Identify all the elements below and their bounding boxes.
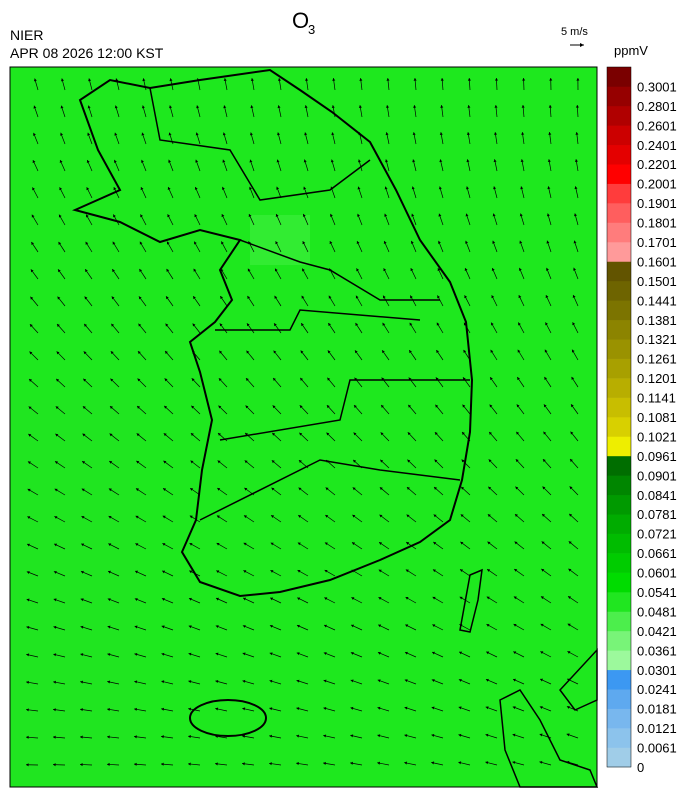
- colorbar-label: 0.0541: [637, 585, 677, 600]
- colorbar-label: 0.0421: [637, 624, 677, 639]
- colorbar-segment: [607, 495, 631, 515]
- colorbar-label: 0.2001: [637, 177, 677, 192]
- colorbar-label: 0.1441: [637, 293, 677, 308]
- colorbar-label: 0.1261: [637, 352, 677, 367]
- colorbar-label: 0.0301: [637, 663, 677, 678]
- colorbar-label: 0.1021: [637, 429, 677, 444]
- colorbar-segment: [607, 378, 631, 398]
- colorbar-label: 0.2601: [637, 118, 677, 133]
- colorbar-label: 0.1701: [637, 235, 677, 250]
- colorbar-label: 0.2401: [637, 138, 677, 153]
- timestamp: APR 08 2026 12:00 KST: [10, 45, 164, 61]
- colorbar-label: 0.0061: [637, 741, 677, 756]
- colorbar-label: 0.1321: [637, 332, 677, 347]
- colorbar-segment: [607, 417, 631, 437]
- colorbar-segment: [607, 689, 631, 709]
- wind-scale-label: 5 m/s: [561, 26, 588, 38]
- colorbar-segment: [607, 398, 631, 418]
- colorbar-segment: [607, 534, 631, 554]
- colorbar-label: 0.1901: [637, 196, 677, 211]
- colorbar-label: 0.3001: [637, 79, 677, 94]
- colorbar-segment: [607, 339, 631, 359]
- colorbar-label: 0.2201: [637, 157, 677, 172]
- wind-scale-arrowhead: [580, 43, 584, 47]
- colorbar-segment: [607, 359, 631, 379]
- colorbar-label: 0.1081: [637, 410, 677, 425]
- colorbar-segment: [607, 86, 631, 106]
- colorbar-label: 0.0721: [637, 527, 677, 542]
- colorbar-segment: [607, 456, 631, 476]
- colorbar-label: 0.1141: [637, 391, 676, 406]
- colorbar-segment: [607, 300, 631, 320]
- colorbar-segment: [607, 553, 631, 573]
- colorbar-label: 0.0361: [637, 643, 677, 658]
- colorbar-segment: [607, 242, 631, 262]
- colorbar-label: 0.2801: [637, 99, 677, 114]
- colorbar-label: 0.0121: [637, 721, 677, 736]
- colorbar-segment: [607, 125, 631, 145]
- colorbar-segment: [607, 320, 631, 340]
- colorbar-segment: [607, 592, 631, 612]
- colorbar-label: 0.0961: [637, 449, 677, 464]
- colorbar-segment: [607, 514, 631, 534]
- colorbar-segment: [607, 611, 631, 631]
- colorbar-label: 0.0601: [637, 566, 677, 581]
- colorbar-label: 0.0481: [637, 604, 677, 619]
- colorbar-segment: [607, 475, 631, 495]
- colorbar-label: 0.1601: [637, 254, 677, 269]
- colorbar-segment: [607, 436, 631, 456]
- colorbar-segment: [607, 164, 631, 184]
- colorbar-segment: [607, 184, 631, 204]
- colorbar-label: 0: [637, 760, 644, 775]
- shade: [10, 400, 140, 787]
- colorbar-segment: [607, 631, 631, 651]
- colorbar-segment: [607, 223, 631, 243]
- colorbar-label: 0.0901: [637, 468, 677, 483]
- colorbar-segment: [607, 573, 631, 593]
- title-subscript: 3: [308, 22, 315, 37]
- colorbar-label: 0.0781: [637, 507, 677, 522]
- colorbar-segment: [607, 261, 631, 281]
- colorbar-segment: [607, 145, 631, 165]
- colorbar-segment: [607, 281, 631, 301]
- colorbar-segment: [607, 67, 631, 87]
- colorbar: 0 0.0061 0.0121 0.0181 0.0241 0.0301 0.0361 0.0…: [607, 67, 677, 775]
- colorbar-segment: [607, 709, 631, 729]
- colorbar-label: 0.1801: [637, 216, 677, 231]
- colorbar-segment: [607, 106, 631, 126]
- colorbar-label: 0.1501: [637, 274, 677, 289]
- colorbar-segment: [607, 728, 631, 748]
- title: O: [292, 8, 309, 33]
- colorbar-unit: ppmV: [614, 43, 648, 58]
- colorbar-segment: [607, 748, 631, 768]
- colorbar-segment: [607, 650, 631, 670]
- colorbar-segment: [607, 670, 631, 690]
- agency: NIER: [10, 27, 43, 43]
- colorbar-label: 0.0241: [637, 682, 677, 697]
- colorbar-segment: [607, 203, 631, 223]
- colorbar-label: 0.1201: [637, 371, 677, 386]
- colorbar-label: 0.1381: [637, 313, 677, 328]
- colorbar-label: 0.0841: [637, 488, 677, 503]
- colorbar-label: 0.0661: [637, 546, 677, 561]
- colorbar-label: 0.0181: [637, 702, 677, 717]
